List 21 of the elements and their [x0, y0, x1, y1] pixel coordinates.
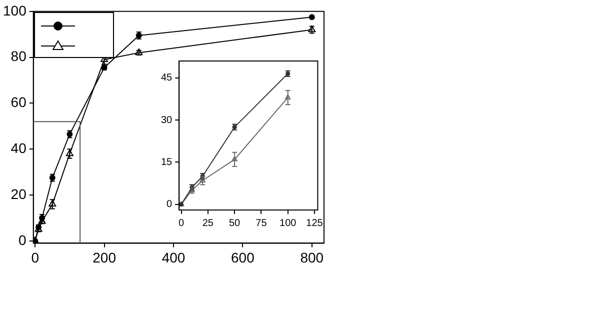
x-tick-label: 25 [202, 218, 214, 229]
x-tick-label: 125 [306, 218, 324, 229]
y-tick-label: 0 [18, 232, 27, 248]
y-tick-label: 100 [3, 2, 27, 18]
x-tick-label: 800 [300, 249, 324, 266]
y-tick-label: 0 [166, 199, 173, 210]
x-tick-label: 50 [229, 218, 241, 229]
x-tick-label: 0 [178, 218, 184, 229]
y-tick-label: 45 [161, 72, 173, 84]
y-tick-label: 15 [161, 156, 173, 168]
x-tick-label: 600 [231, 249, 255, 266]
y-tick-label: 30 [161, 114, 173, 126]
y-tick-label: 60 [10, 94, 27, 110]
x-tick-label: 200 [92, 249, 116, 266]
x-tick-label: 0 [31, 249, 40, 266]
y-tick-label: 40 [10, 140, 27, 156]
x-tick-label: 100 [280, 218, 297, 229]
x-tick-label: 400 [162, 249, 186, 266]
x-tick-label: 75 [256, 218, 268, 229]
y-tick-label: 80 [10, 48, 27, 64]
y-tick-label: 20 [10, 186, 27, 202]
